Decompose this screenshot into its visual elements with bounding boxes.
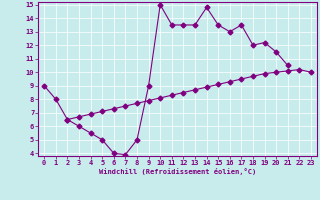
X-axis label: Windchill (Refroidissement éolien,°C): Windchill (Refroidissement éolien,°C) <box>99 168 256 175</box>
